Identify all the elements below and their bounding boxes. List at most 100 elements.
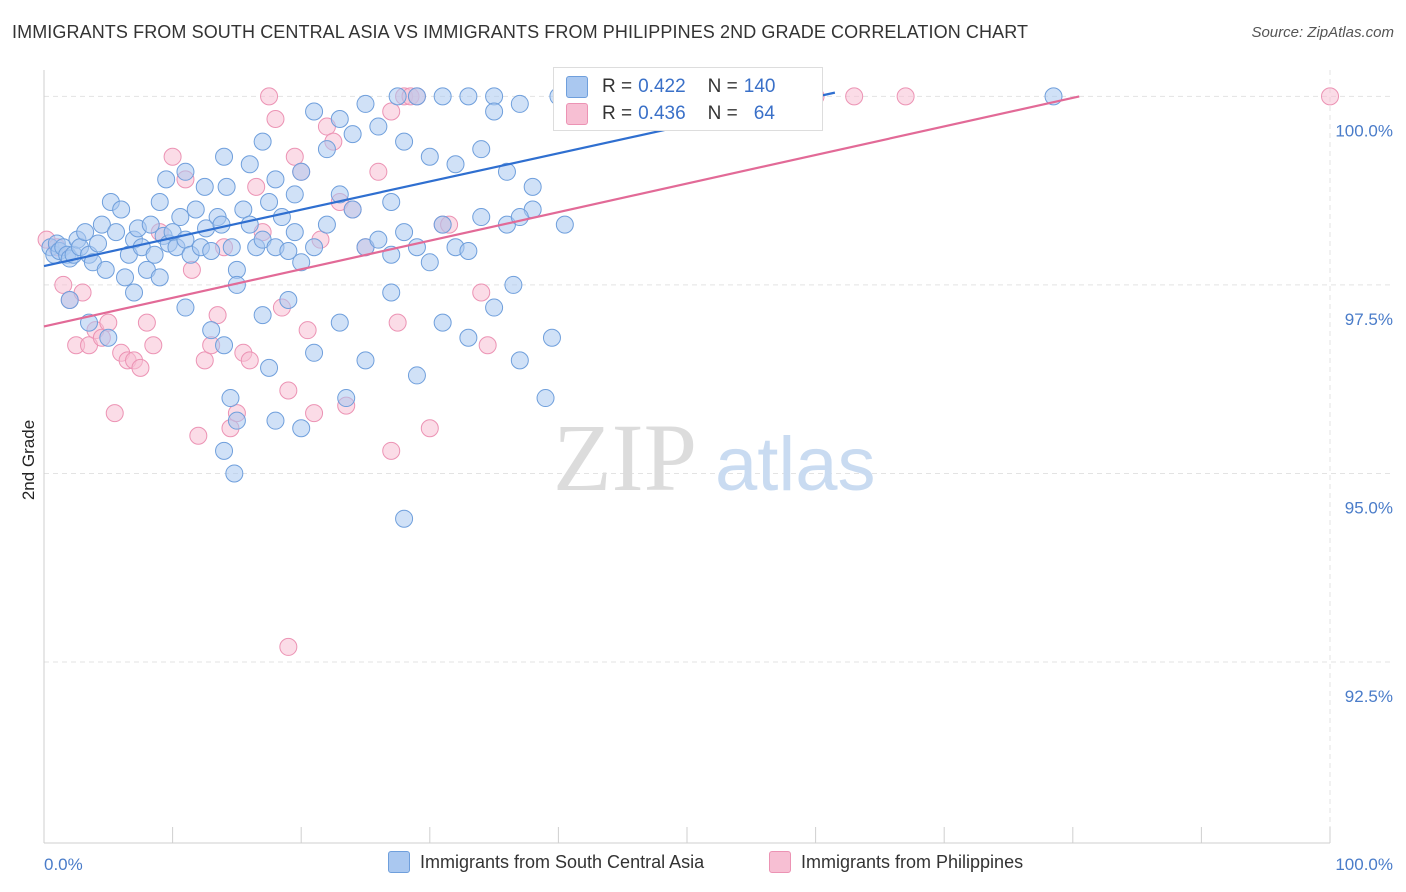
legend-item-south-central-asia[interactable]: Immigrants from South Central Asia	[388, 851, 704, 873]
south-central-asia-point	[330, 185, 349, 204]
legend-label-pink: Immigrants from Philippines	[801, 851, 1024, 872]
south-central-asia-point	[107, 223, 126, 242]
south-central-asia-point	[89, 234, 108, 253]
philippines-point	[260, 87, 279, 106]
axes	[43, 70, 1331, 844]
south-central-asia-point	[369, 230, 388, 249]
south-central-asia-point	[459, 328, 478, 347]
south-central-asia-point	[279, 241, 298, 260]
south-central-asia-point	[542, 328, 561, 347]
south-central-asia-point	[446, 155, 465, 174]
south-central-asia-point	[116, 268, 135, 287]
south-central-asia-point	[240, 155, 259, 174]
south-central-asia-point	[536, 389, 555, 408]
south-central-asia-point	[221, 389, 240, 408]
y-tick-label-0: 100.0%	[1335, 121, 1393, 140]
south-central-asia-point	[253, 132, 272, 151]
south-central-asia-point	[472, 140, 491, 159]
y-axis-label: 2nd Grade	[19, 420, 38, 500]
south-central-asia-point	[99, 328, 118, 347]
n-value-blue: 140	[743, 76, 776, 97]
south-central-asia-point	[253, 306, 272, 325]
philippines-points	[37, 87, 1339, 656]
south-central-asia-point	[186, 200, 205, 219]
south-central-asia-point	[125, 283, 144, 302]
legend-item-philippines[interactable]: Immigrants from Philippines	[769, 851, 1023, 873]
south-central-asia-point	[433, 215, 452, 234]
x-tick-label-0: 0.0%	[44, 855, 83, 874]
south-central-asia-point	[76, 223, 95, 242]
philippines-point	[1321, 87, 1339, 106]
south-central-asia-point	[330, 313, 349, 332]
philippines-point	[266, 110, 285, 129]
south-central-asia-point	[369, 117, 388, 136]
south-central-asia-point	[485, 87, 504, 106]
r-value-pink: 0.436	[638, 103, 686, 124]
watermark: ZIP atlas	[553, 404, 876, 511]
philippines-trend-line	[43, 95, 1080, 328]
south-central-asia-point	[227, 411, 246, 430]
south-central-asia-point	[150, 192, 169, 211]
south-central-asia-point	[260, 192, 279, 211]
philippines-point	[247, 177, 266, 196]
south-central-asia-point	[523, 177, 542, 196]
south-central-asia-point	[225, 464, 244, 483]
south-central-asia-point	[356, 94, 375, 113]
south-central-asia-point	[176, 162, 195, 181]
philippines-point	[279, 637, 298, 656]
stats-box: R = 0.422 N = 140 R = 0.436 N = 64	[553, 67, 823, 131]
legend-label-blue: Immigrants from South Central Asia	[420, 851, 705, 872]
philippines-point	[845, 87, 864, 106]
south-central-asia-point	[504, 275, 523, 294]
south-central-asia-point	[510, 351, 529, 370]
south-central-asia-point	[356, 351, 375, 370]
south-central-asia-point	[141, 215, 160, 234]
south-central-asia-points	[41, 87, 1063, 528]
philippines-point	[137, 313, 156, 332]
philippines-point	[305, 404, 324, 423]
south-central-asia-point	[212, 215, 231, 234]
south-central-asia-point	[485, 298, 504, 317]
south-central-asia-point	[266, 411, 285, 430]
y-tick-label-2: 95.0%	[1345, 498, 1393, 517]
philippines-point	[382, 441, 401, 460]
stats-swatch-pink	[566, 103, 588, 125]
south-central-asia-point	[96, 260, 115, 279]
philippines-point	[99, 313, 118, 332]
south-central-asia-point	[305, 238, 324, 257]
south-central-asia-point	[420, 253, 439, 272]
philippines-point	[478, 336, 497, 355]
south-central-asia-point	[260, 358, 279, 377]
south-central-asia-point	[112, 200, 131, 219]
south-central-asia-point	[285, 223, 304, 242]
philippines-point	[382, 102, 401, 121]
philippines-point	[163, 147, 182, 166]
stats-row-blue: R = 0.422 N = 140	[566, 76, 775, 98]
south-central-asia-point	[317, 140, 336, 159]
south-central-asia-point	[234, 200, 253, 219]
south-central-asia-point	[60, 291, 79, 310]
south-central-asia-point	[292, 162, 311, 181]
south-central-asia-point	[227, 260, 246, 279]
south-central-asia-point	[420, 147, 439, 166]
south-central-asia-point	[388, 87, 407, 106]
n-value-pink: 64	[753, 103, 775, 124]
south-central-asia-point	[272, 208, 291, 227]
south-central-asia-point	[292, 419, 311, 438]
chart-title: IMMIGRANTS FROM SOUTH CENTRAL ASIA VS IM…	[12, 22, 1029, 42]
source-credit: Source: ZipAtlas.com	[1251, 24, 1394, 41]
philippines-point	[472, 283, 491, 302]
south-central-asia-point	[292, 253, 311, 272]
south-central-asia-point	[222, 238, 241, 257]
south-central-asia-point	[459, 241, 478, 260]
legend-swatch-blue	[388, 851, 410, 873]
r-label-pink: R =	[602, 103, 633, 124]
philippines-point	[279, 381, 298, 400]
philippines-point	[131, 358, 150, 377]
south-central-asia-point	[459, 87, 478, 106]
south-central-asia-point	[343, 200, 362, 219]
south-central-asia-point	[317, 215, 336, 234]
n-label-blue: N =	[707, 76, 738, 97]
y-tick-label-3: 92.5%	[1345, 687, 1393, 706]
philippines-point	[208, 306, 227, 325]
